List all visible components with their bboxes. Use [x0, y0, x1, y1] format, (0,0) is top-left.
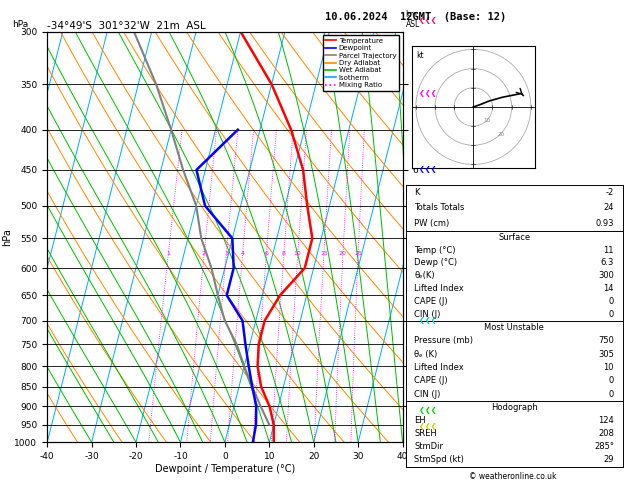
Text: Hodograph: Hodograph — [491, 403, 538, 412]
Text: CAPE (J): CAPE (J) — [415, 376, 448, 385]
Text: 2: 2 — [202, 251, 206, 257]
Text: ❮❮❮: ❮❮❮ — [419, 166, 437, 174]
Text: -34°49'S  301°32'W  21m  ASL: -34°49'S 301°32'W 21m ASL — [47, 21, 206, 31]
Text: 300: 300 — [598, 271, 614, 280]
Text: 3: 3 — [224, 251, 228, 257]
Text: 0: 0 — [609, 376, 614, 385]
Text: © weatheronline.co.uk: © weatheronline.co.uk — [469, 472, 557, 481]
Text: 25: 25 — [354, 251, 362, 257]
Text: Totals Totals: Totals Totals — [415, 203, 465, 212]
Text: km
ASL: km ASL — [406, 10, 420, 29]
Text: Lifted Index: Lifted Index — [415, 363, 464, 372]
Text: StmSpd (kt): StmSpd (kt) — [415, 455, 464, 465]
Text: 208: 208 — [598, 429, 614, 438]
Text: 11: 11 — [604, 245, 614, 255]
Text: 4: 4 — [240, 251, 245, 257]
Text: 0: 0 — [609, 297, 614, 306]
Text: ❮❮❮: ❮❮❮ — [419, 17, 437, 23]
Text: 6.3: 6.3 — [601, 259, 614, 267]
Text: Most Unstable: Most Unstable — [484, 323, 544, 332]
Text: 8: 8 — [282, 251, 286, 257]
Text: 750: 750 — [598, 336, 614, 346]
Text: K: K — [415, 188, 420, 197]
Text: 10: 10 — [294, 251, 301, 257]
Text: StmDir: StmDir — [415, 442, 443, 451]
Y-axis label: hPa: hPa — [2, 228, 12, 246]
Text: hPa: hPa — [13, 20, 29, 29]
Text: 6: 6 — [264, 251, 268, 257]
Text: 29: 29 — [604, 455, 614, 465]
Text: 10: 10 — [604, 363, 614, 372]
Text: CAPE (J): CAPE (J) — [415, 297, 448, 306]
Text: 20: 20 — [498, 132, 504, 137]
Text: ❮❮❮: ❮❮❮ — [419, 90, 437, 97]
Text: Dewp (°C): Dewp (°C) — [415, 259, 457, 267]
Text: 20: 20 — [339, 251, 347, 257]
Text: Surface: Surface — [498, 233, 530, 242]
Text: 305: 305 — [598, 349, 614, 359]
Legend: Temperature, Dewpoint, Parcel Trajectory, Dry Adiabat, Wet Adiabat, Isotherm, Mi: Temperature, Dewpoint, Parcel Trajectory… — [323, 35, 399, 91]
Text: 10: 10 — [484, 118, 491, 123]
Text: ❮❮❮: ❮❮❮ — [419, 407, 437, 414]
Text: Pressure (mb): Pressure (mb) — [415, 336, 474, 346]
Text: Lifted Index: Lifted Index — [415, 284, 464, 293]
Text: 0.93: 0.93 — [596, 219, 614, 227]
Text: EH: EH — [415, 416, 426, 425]
Text: CIN (J): CIN (J) — [415, 310, 441, 319]
Text: ❮❮❮: ❮❮❮ — [419, 423, 437, 430]
Text: PW (cm): PW (cm) — [415, 219, 450, 227]
Text: θₑ(K): θₑ(K) — [415, 271, 435, 280]
X-axis label: Dewpoint / Temperature (°C): Dewpoint / Temperature (°C) — [155, 464, 295, 474]
Text: 15: 15 — [320, 251, 328, 257]
Text: 0: 0 — [609, 310, 614, 319]
Text: 1: 1 — [166, 251, 170, 257]
Text: ❮❮❮: ❮❮❮ — [419, 317, 437, 324]
Text: 10.06.2024  12GMT  (Base: 12): 10.06.2024 12GMT (Base: 12) — [325, 12, 506, 22]
Text: 124: 124 — [598, 416, 614, 425]
Text: kt: kt — [416, 52, 423, 60]
Text: SREH: SREH — [415, 429, 437, 438]
Text: CIN (J): CIN (J) — [415, 390, 441, 399]
Text: 24: 24 — [604, 203, 614, 212]
Text: θₑ (K): θₑ (K) — [415, 349, 438, 359]
Text: 285°: 285° — [594, 442, 614, 451]
Text: Temp (°C): Temp (°C) — [415, 245, 456, 255]
Text: 14: 14 — [604, 284, 614, 293]
Text: LCL: LCL — [405, 420, 420, 429]
Text: 0: 0 — [609, 390, 614, 399]
Text: -2: -2 — [606, 188, 614, 197]
